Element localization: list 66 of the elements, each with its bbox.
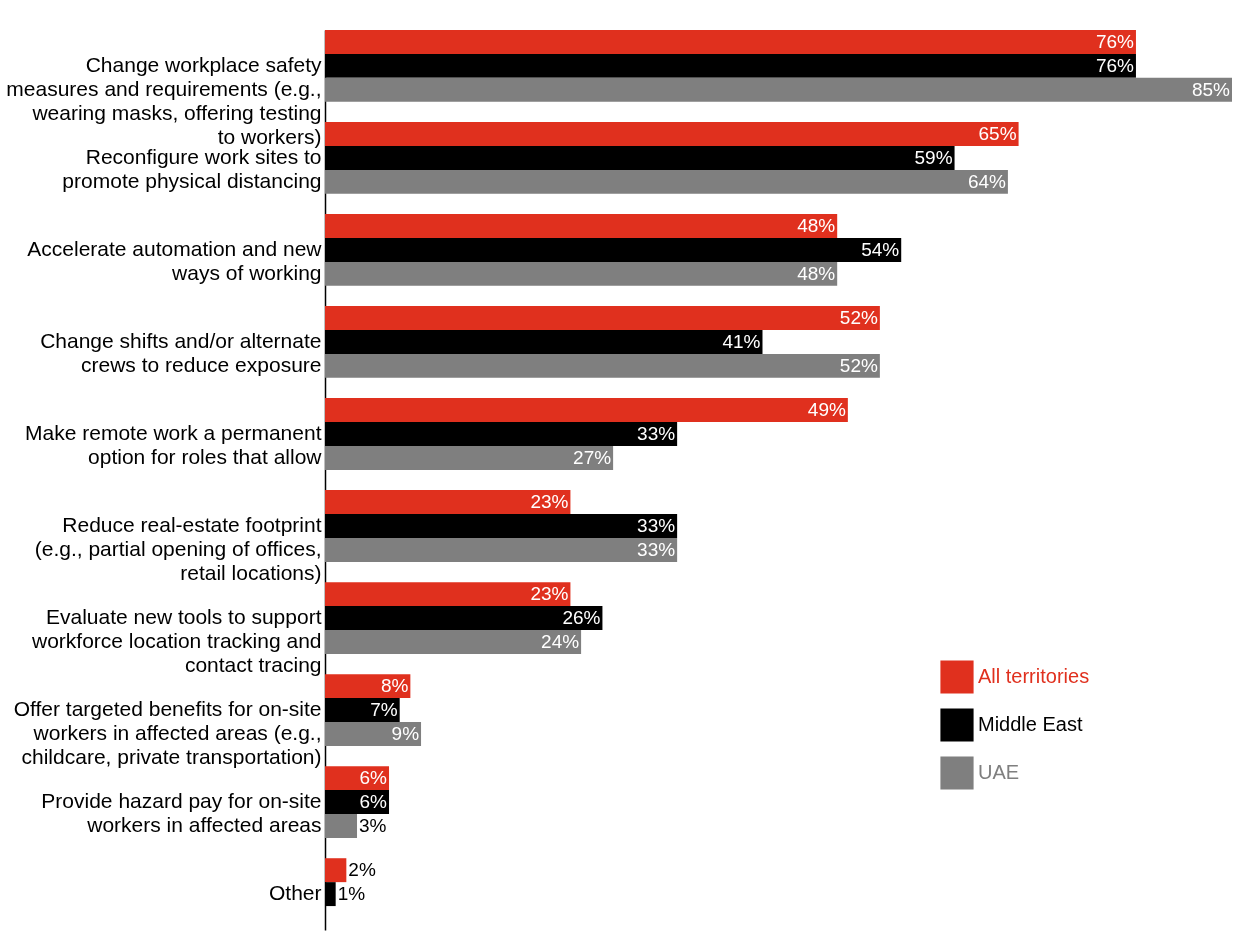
data-label: 9% — [391, 722, 420, 744]
bar — [325, 698, 400, 723]
bar — [325, 814, 358, 838]
bar — [325, 261, 838, 286]
legend-label: UAE — [978, 761, 1020, 783]
data-label: 76% — [1095, 30, 1135, 52]
data-label: 52% — [839, 307, 878, 329]
data-label: 33% — [637, 422, 676, 444]
bar — [325, 514, 678, 538]
data-label: 49% — [807, 399, 846, 421]
bar — [325, 306, 880, 330]
bar — [325, 606, 603, 630]
data-label: 2% — [348, 859, 376, 881]
data-label: 27% — [573, 446, 612, 468]
bar — [325, 858, 347, 883]
bar — [325, 490, 571, 515]
y-tick-label: Make remote work a permanent option for roles that allow — [25, 420, 323, 468]
bar — [325, 582, 571, 607]
y-tick-label: Offer targeted benefits for on-site workers in affected areas (e.g., childcare, private transportation) — [13, 697, 322, 769]
legend-label: Middle East — [978, 713, 1083, 735]
data-label: 48% — [797, 215, 836, 237]
y-tick-label: Reduce real-estate footprint (e.g., partial opening of offices, retail locations) — [34, 513, 322, 585]
bar — [325, 445, 614, 470]
bar — [325, 77, 1232, 102]
y-tick-label: Accelerate automation and new ways of working — [27, 236, 323, 284]
data-label: 7% — [370, 699, 398, 721]
bar — [325, 30, 1136, 54]
bar — [325, 122, 1019, 146]
bar — [325, 398, 848, 423]
data-label: 8% — [380, 675, 409, 697]
data-label: 6% — [359, 767, 388, 789]
y-tick-label: Provide hazard pay for on-site workers in affected areas — [41, 789, 322, 837]
bar — [325, 53, 1136, 78]
data-label: 54% — [861, 238, 900, 260]
bar — [325, 214, 838, 238]
bar — [325, 169, 1008, 194]
bar — [325, 422, 678, 446]
data-label: 64% — [967, 170, 1007, 192]
bar — [325, 353, 880, 378]
data-label: 33% — [637, 538, 676, 560]
bar — [325, 722, 422, 746]
data-label: 23% — [530, 583, 569, 605]
data-label: 33% — [637, 515, 676, 537]
bar — [325, 330, 763, 354]
data-label: 48% — [797, 262, 836, 284]
data-label: 59% — [914, 146, 953, 168]
bar — [325, 630, 582, 654]
y-tick-label: Change workplace safety measures and requirements (e.g., wearing masks, offering testing to workers) — [6, 52, 322, 148]
y-tick-label: Change shifts and/or alternate crews to reduce exposure — [40, 328, 322, 376]
data-label: 23% — [530, 491, 569, 513]
data-label: 24% — [541, 630, 580, 652]
bar — [325, 145, 955, 170]
legend-label: All territories — [978, 665, 1090, 687]
data-label: 52% — [839, 354, 878, 376]
data-label: 76% — [1095, 54, 1135, 76]
data-label: 6% — [359, 791, 388, 813]
data-label: 65% — [978, 122, 1017, 144]
data-label: 1% — [337, 883, 366, 905]
data-label: 3% — [359, 815, 387, 837]
bar — [325, 537, 678, 562]
y-tick-label: Evaluate new tools to support workforce location tracking and contact tracing — [31, 605, 322, 677]
data-label: 26% — [562, 607, 601, 629]
data-label: 41% — [722, 330, 761, 352]
data-label: 85% — [1191, 78, 1231, 100]
bar — [325, 237, 902, 262]
y-tick-label: Other — [268, 881, 322, 905]
